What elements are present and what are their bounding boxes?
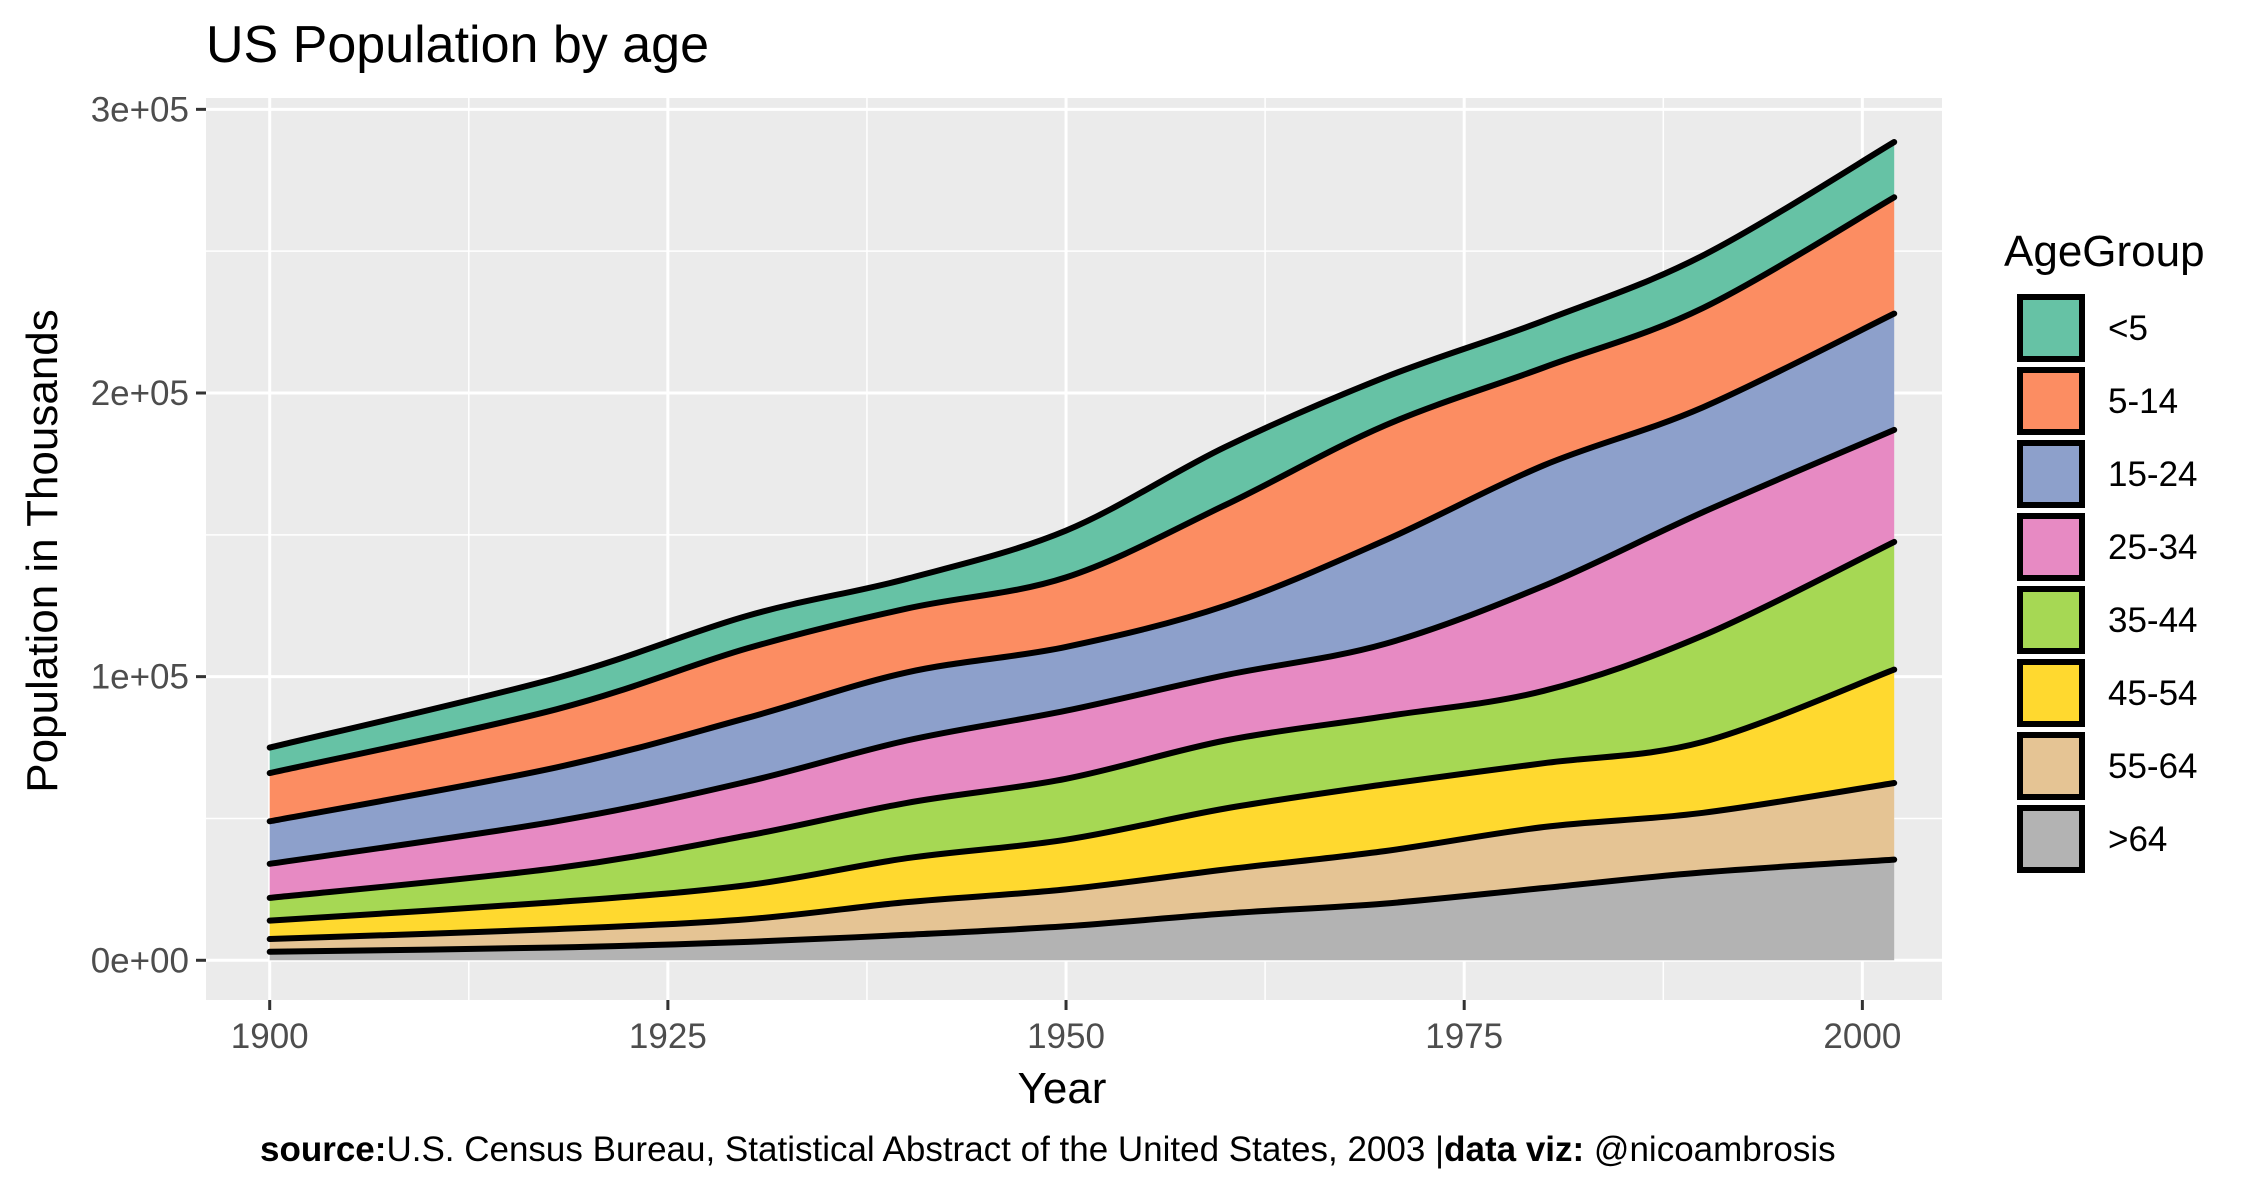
caption-source-label: source: (260, 1130, 386, 1169)
legend-label: <5 (2108, 309, 2148, 348)
area-outline-35-44 (266, 538, 1898, 901)
y-tick-label: 0e+00 (91, 941, 189, 980)
caption-source-text: U.S. Census Bureau, Statistical Abstract… (386, 1130, 1444, 1169)
caption-viz-label: data viz: (1444, 1130, 1584, 1169)
legend-title: AgeGroup (2004, 227, 2205, 276)
legend-key (2017, 805, 2085, 873)
x-tick-label: 1975 (1425, 1017, 1503, 1056)
legend-label: 35-44 (2108, 601, 2198, 640)
y-tick-label: 1e+05 (91, 658, 189, 697)
area-layers (266, 139, 1898, 961)
area-outline-5-14 (266, 194, 1898, 777)
area-outline-gt64 (266, 856, 1898, 955)
x-tick-label: 1950 (1027, 1017, 1105, 1056)
x-axis-title: Year (1018, 1064, 1107, 1113)
legend-label: >64 (2108, 820, 2167, 859)
y-tick-label: 2e+05 (91, 374, 189, 413)
caption: source:U.S. Census Bureau, Statistical A… (260, 1130, 1836, 1169)
legend-key (2017, 440, 2085, 508)
legend-key (2017, 586, 2085, 654)
y-tick-label: 3e+05 (91, 90, 189, 129)
area-15-24 (269, 313, 1895, 864)
legend-label: 5-14 (2108, 382, 2178, 421)
legend-label: 25-34 (2108, 528, 2198, 567)
x-tick-label: 1925 (629, 1017, 707, 1056)
area-outline-45-54 (266, 666, 1898, 924)
area-gt64 (269, 859, 1895, 961)
area-5-14 (269, 197, 1895, 822)
legend: <5 5-14 15-24 25-34 35-44 45-54 55-64 >64 (2017, 294, 2198, 873)
legend-label: 55-64 (2108, 747, 2198, 786)
legend-label: 15-24 (2108, 455, 2198, 494)
area-outline-lt5 (266, 139, 1898, 751)
x-tick-label: 1900 (231, 1017, 309, 1056)
area-25-34 (269, 429, 1895, 898)
y-axis-title: Population in Thousands (18, 309, 67, 793)
caption-viz-text: @nicoambrosis (1584, 1130, 1835, 1169)
legend-key (2017, 367, 2085, 435)
axes: 0e+00 1e+05 2e+05 3e+05 1900 1925 1950 1975 2000 (91, 90, 1902, 1056)
area-outline-55-64 (266, 780, 1898, 942)
legend-key (2017, 513, 2085, 581)
chart-title: US Population by age (206, 16, 709, 74)
legend-key (2017, 294, 2085, 362)
area-outline-15-24 (266, 310, 1898, 825)
legend-key (2017, 732, 2085, 800)
legend-key (2017, 659, 2085, 727)
legend-label: 45-54 (2108, 674, 2198, 713)
x-tick-label: 2000 (1823, 1017, 1901, 1056)
area-outline-25-34 (266, 426, 1898, 867)
